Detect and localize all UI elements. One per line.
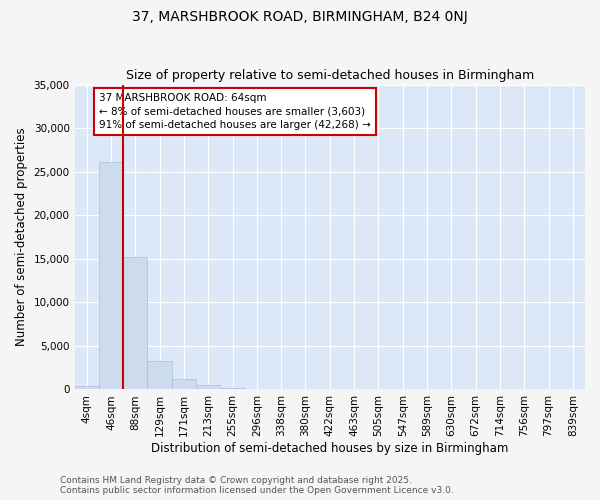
Title: Size of property relative to semi-detached houses in Birmingham: Size of property relative to semi-detach… [125, 69, 534, 82]
Text: Contains HM Land Registry data © Crown copyright and database right 2025.
Contai: Contains HM Land Registry data © Crown c… [60, 476, 454, 495]
X-axis label: Distribution of semi-detached houses by size in Birmingham: Distribution of semi-detached houses by … [151, 442, 508, 455]
Bar [148, 360, 172, 390]
Bar [220, 388, 245, 390]
Bar [172, 379, 196, 390]
Bar [123, 257, 148, 390]
Bar [74, 386, 99, 390]
Bar [196, 385, 220, 390]
Y-axis label: Number of semi-detached properties: Number of semi-detached properties [15, 128, 28, 346]
Bar [99, 162, 123, 390]
Text: 37 MARSHBROOK ROAD: 64sqm
← 8% of semi-detached houses are smaller (3,603)
91% o: 37 MARSHBROOK ROAD: 64sqm ← 8% of semi-d… [99, 94, 371, 130]
Text: 37, MARSHBROOK ROAD, BIRMINGHAM, B24 0NJ: 37, MARSHBROOK ROAD, BIRMINGHAM, B24 0NJ [132, 10, 468, 24]
